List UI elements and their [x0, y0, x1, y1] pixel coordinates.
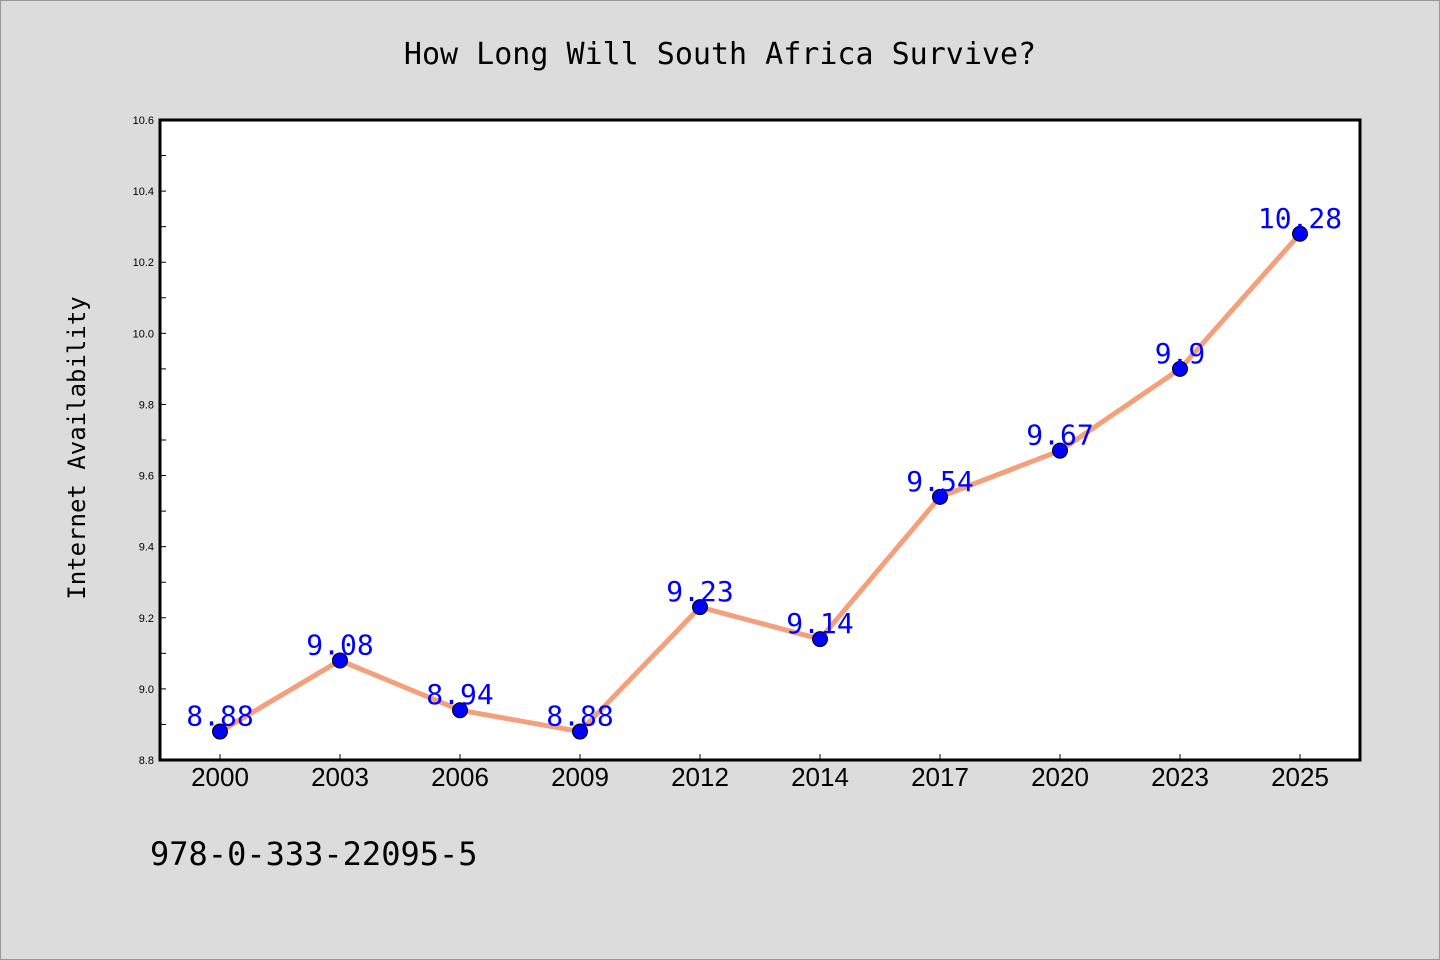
x-tick-label: 2017 [911, 762, 969, 792]
y-tick-label: 9.2 [139, 613, 154, 625]
plot-area [158, 118, 1362, 762]
data-point [932, 488, 948, 505]
x-tick-label: 2000 [191, 762, 249, 792]
y-tick-label: 9.4 [139, 542, 154, 554]
data-label: 10.28 [1258, 202, 1342, 235]
data-label: 9.54 [906, 465, 973, 498]
y-tick-label: 9.6 [139, 471, 154, 483]
x-tick-label: 2003 [311, 762, 369, 792]
data-label: 8.94 [426, 678, 493, 711]
data-point [692, 599, 708, 616]
data-label: 9.14 [786, 607, 853, 640]
data-point [572, 723, 588, 740]
chart-title: How Long Will South Africa Survive? [404, 37, 1036, 72]
x-tick-label: 2014 [791, 762, 849, 792]
y-tick-label: 10.6 [133, 115, 154, 127]
data-point [332, 652, 348, 669]
data-label: 9.9 [1155, 337, 1206, 370]
data-point [452, 702, 468, 719]
y-axis: 8.8 9.0 9.2 9.4 9.6 9.8 10.0 10.2 10.4 10.6 [133, 115, 166, 767]
y-axis-label: Internet Availability [63, 296, 91, 599]
data-point [1292, 225, 1308, 242]
y-tick-label: 10.0 [133, 328, 154, 340]
x-tick-label: 2012 [671, 762, 729, 792]
data-point [812, 631, 828, 648]
data-point [1172, 360, 1188, 377]
y-tick-label: 10.2 [133, 257, 154, 269]
x-tick-label: 2023 [1151, 762, 1209, 792]
y-tick-label: 9.8 [139, 399, 154, 411]
x-tick-label: 2020 [1031, 762, 1089, 792]
data-label: 8.88 [546, 700, 613, 733]
y-tick-label: 10.4 [133, 186, 154, 198]
data-point [1052, 442, 1068, 459]
data-label: 9.23 [666, 575, 733, 608]
x-axis: 2000 2003 2006 2009 2012 2014 2017 2020 2023 2025 [191, 754, 1329, 792]
data-point [212, 723, 228, 740]
y-tick-label: 8.8 [139, 755, 154, 767]
data-series: 8.88 9.08 8.94 8.88 9.23 9.14 9.54 9.67 9.9 10.28 [186, 202, 1342, 740]
x-tick-label: 2025 [1271, 762, 1329, 792]
data-label: 9.67 [1026, 419, 1093, 452]
x-tick-label: 2006 [431, 762, 489, 792]
x-tick-label: 2009 [551, 762, 609, 792]
data-label: 9.08 [306, 628, 373, 661]
series-line [218, 232, 1302, 735]
y-tick-label: 9.0 [139, 684, 154, 696]
isbn-text: 978-0-333-22095-5 [150, 835, 478, 873]
data-label: 8.88 [186, 700, 253, 733]
